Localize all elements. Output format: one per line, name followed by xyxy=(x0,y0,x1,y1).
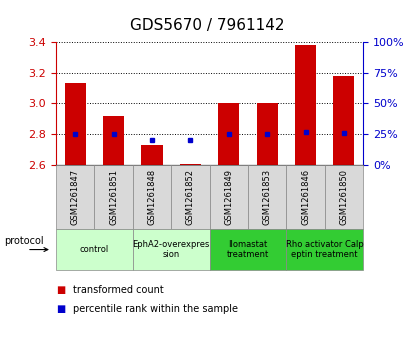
Text: GSM1261853: GSM1261853 xyxy=(263,169,272,225)
Bar xyxy=(103,116,124,165)
Text: GSM1261850: GSM1261850 xyxy=(339,169,349,225)
Text: percentile rank within the sample: percentile rank within the sample xyxy=(73,303,238,314)
Text: GSM1261847: GSM1261847 xyxy=(71,169,80,225)
Bar xyxy=(218,103,239,165)
Text: GDS5670 / 7961142: GDS5670 / 7961142 xyxy=(130,18,285,33)
Text: protocol: protocol xyxy=(4,236,44,246)
Text: GSM1261851: GSM1261851 xyxy=(109,169,118,225)
Bar xyxy=(333,76,354,165)
Text: control: control xyxy=(80,245,109,254)
Bar xyxy=(256,103,278,165)
Text: GSM1261852: GSM1261852 xyxy=(186,169,195,225)
Text: GSM1261849: GSM1261849 xyxy=(224,169,233,225)
Bar xyxy=(180,164,201,165)
Text: transformed count: transformed count xyxy=(73,285,164,295)
Text: Ilomastat
treatment: Ilomastat treatment xyxy=(227,240,269,259)
Text: GSM1261846: GSM1261846 xyxy=(301,169,310,225)
Text: GSM1261848: GSM1261848 xyxy=(147,169,156,225)
Bar xyxy=(65,83,86,165)
Bar xyxy=(295,45,316,165)
Text: ■: ■ xyxy=(56,303,65,314)
Text: Rho activator Calp
eptin treatment: Rho activator Calp eptin treatment xyxy=(286,240,364,259)
Text: EphA2-overexpres
sion: EphA2-overexpres sion xyxy=(132,240,210,259)
Text: ■: ■ xyxy=(56,285,65,295)
Bar xyxy=(142,145,163,165)
